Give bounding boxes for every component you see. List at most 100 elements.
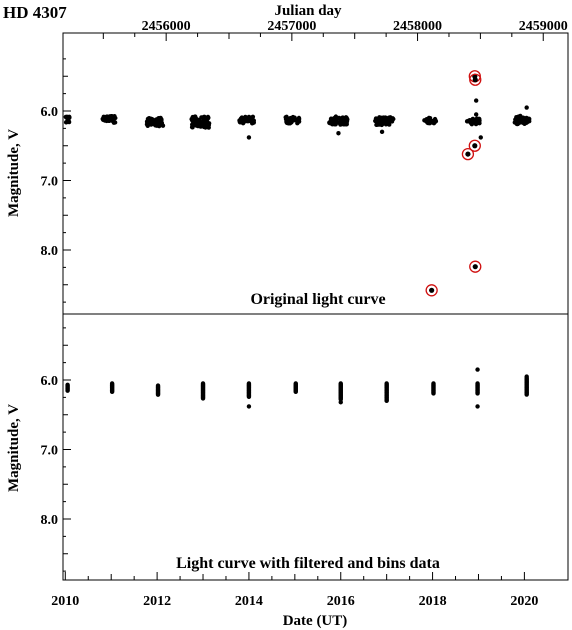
data-point [431, 119, 437, 124]
data-point [242, 117, 247, 122]
data-point [159, 120, 165, 126]
binned-point [338, 400, 343, 405]
y-tick-label: 8.0 [41, 513, 59, 528]
outlier-marker [469, 260, 482, 273]
data-point [524, 105, 529, 110]
axis-ticks: 2010 2012 2014 2016 2018 2020 2456000 2457000 24… [41, 19, 568, 609]
data-point [378, 116, 383, 121]
data-point [246, 118, 251, 124]
data-point [246, 135, 252, 140]
data-point [527, 119, 532, 124]
outlier-point [472, 264, 478, 270]
data-point [64, 115, 69, 120]
binned-point [431, 391, 436, 396]
data-point [153, 117, 159, 122]
data-point [466, 118, 471, 124]
x2-tick-label: 2459000 [519, 19, 568, 34]
data-point [148, 121, 154, 127]
outlier-marker [425, 284, 438, 297]
outlier-point [472, 77, 478, 83]
data-point [250, 114, 256, 120]
data-point [373, 116, 379, 121]
data-point [473, 98, 479, 103]
binned-point [246, 394, 252, 400]
data-point [339, 116, 345, 121]
data-point [149, 117, 154, 123]
binned-point [475, 367, 480, 372]
outlier-point [429, 287, 435, 293]
binned-point [475, 404, 480, 409]
data-point [205, 116, 210, 121]
top-axis-title: Julian day [274, 3, 342, 19]
binned-point [65, 388, 70, 393]
data-point [519, 117, 525, 122]
y-axis-title-top: Magnitude, V [6, 129, 22, 217]
data-point [237, 118, 242, 123]
x2-tick-label: 2458000 [393, 19, 442, 34]
outlier-marker [469, 73, 482, 86]
x-tick-label: 2010 [51, 594, 79, 609]
binned-point [293, 389, 298, 395]
bottom-panel-points [65, 367, 529, 409]
x-tick-label: 2014 [235, 594, 263, 609]
data-point [287, 120, 293, 125]
data-point [379, 129, 385, 135]
y-tick-label: 8.0 [41, 244, 59, 259]
data-point [189, 122, 195, 127]
data-point [513, 117, 518, 122]
y-tick-label: 6.0 [41, 105, 59, 120]
x-tick-label: 2018 [419, 594, 447, 609]
x-tick-label: 2020 [510, 594, 538, 609]
data-point [109, 114, 114, 119]
binned-point [246, 404, 252, 409]
top-panel-annotation: Original light curve [250, 291, 385, 308]
binned-point [155, 392, 161, 397]
x2-tick-label: 2457000 [267, 19, 316, 34]
plot-frame [62, 32, 569, 581]
data-point [473, 112, 479, 117]
top-panel-points [63, 70, 532, 297]
data-point [64, 119, 69, 125]
binned-point [524, 392, 529, 397]
data-point [292, 118, 297, 123]
outlier-point [465, 151, 471, 157]
data-point [424, 118, 430, 123]
y-tick-label: 7.0 [41, 444, 59, 459]
outlier-point [472, 143, 478, 149]
data-point [333, 114, 339, 119]
y-tick-label: 7.0 [41, 175, 59, 190]
data-point [336, 131, 341, 136]
data-point [110, 118, 115, 124]
data-point [197, 121, 203, 127]
data-point [389, 119, 395, 124]
data-point [206, 122, 211, 128]
binned-point [200, 396, 206, 401]
data-point [152, 121, 157, 126]
data-point [518, 113, 523, 119]
x-tick-label: 2012 [143, 594, 171, 609]
bottom-axis-title: Date (UT) [283, 613, 348, 629]
data-point [476, 118, 482, 123]
data-point [344, 119, 350, 124]
data-point [379, 122, 385, 127]
data-point [344, 115, 349, 121]
data-point [337, 119, 343, 125]
data-point [296, 115, 302, 121]
binned-point [384, 398, 389, 404]
bottom-panel-annotation: Light curve with filtered and bins data [176, 555, 440, 572]
data-point [374, 122, 380, 127]
outlier-marker [468, 139, 481, 152]
x2-tick-label: 2456000 [142, 19, 191, 34]
y-tick-label: 6.0 [41, 374, 59, 389]
data-point [190, 118, 196, 123]
binned-point [524, 374, 529, 379]
data-point [100, 116, 105, 122]
binned-point [475, 391, 480, 396]
star-name: HD 4307 [3, 3, 67, 22]
data-point [471, 117, 476, 123]
x-tick-label: 2016 [327, 594, 355, 609]
outlier-marker [461, 147, 475, 161]
binned-point [109, 389, 115, 395]
data-point [383, 122, 389, 127]
